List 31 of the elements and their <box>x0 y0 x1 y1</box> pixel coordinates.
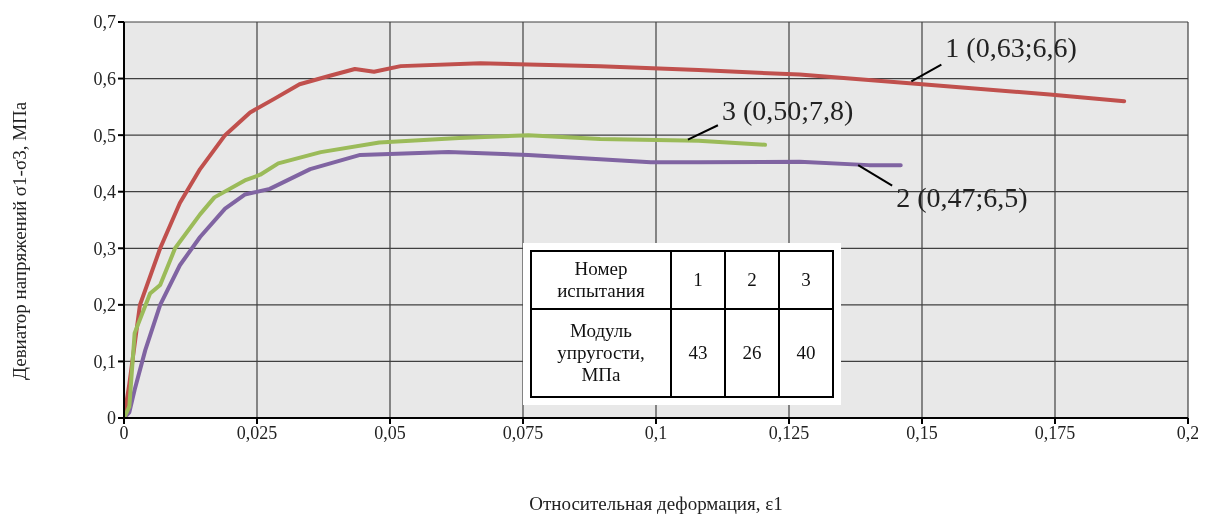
x-tick-label: 0,2 <box>1176 422 1200 443</box>
annotation: 43 <box>671 309 725 397</box>
annotation: 3 (0,50;7,8) <box>721 94 854 126</box>
x-tick-label: 0,075 <box>502 422 544 443</box>
annotation: 2 <box>725 251 779 309</box>
line-series <box>124 133 768 418</box>
annotation: 40 <box>779 309 833 397</box>
x-tick-label: 0,125 <box>768 422 810 443</box>
annotation: 1 (0,63;6,6) <box>945 32 1077 64</box>
annotation: 1 <box>671 251 725 309</box>
y-axis-title: Девиатор напряжений σ1-σ3, МПа <box>8 101 30 380</box>
x-tick-label: 0,1 <box>644 422 668 443</box>
y-tick-label: 0,4 <box>93 182 116 203</box>
annotation: Номер испытания <box>531 251 671 309</box>
x-tick-label: 0,05 <box>374 422 406 443</box>
y-tick-label: 0 <box>107 408 116 429</box>
y-tick-label: 0,3 <box>93 238 116 259</box>
y-tick-label: 0,2 <box>93 295 116 316</box>
annotation: Модуль упругости, МПа <box>531 309 671 397</box>
annotation: 26 <box>725 309 779 397</box>
x-tick-label: 0 <box>119 422 129 443</box>
annotation: 2 (0,47;6,5) <box>896 182 1028 214</box>
x-axis-title: Относительная деформация, ε1 <box>529 493 783 514</box>
y-tick-label: 0,1 <box>93 351 116 372</box>
y-tick-label: 0,5 <box>93 125 116 146</box>
y-tick-label: 0,6 <box>93 68 116 89</box>
x-tick-label: 0,15 <box>906 422 938 443</box>
y-tick-label: 0,7 <box>93 12 116 33</box>
x-tick-label: 0,025 <box>236 422 278 443</box>
annotation: 3 <box>779 251 833 309</box>
x-tick-label: 0,175 <box>1034 422 1076 443</box>
